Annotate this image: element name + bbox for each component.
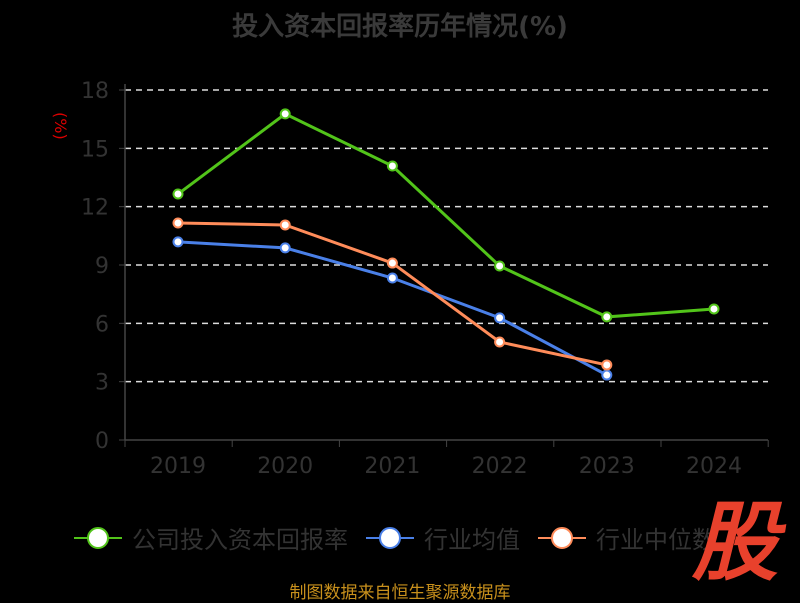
x-tick-label: 2019: [150, 454, 206, 479]
data-point: [172, 188, 184, 200]
data-point: [386, 160, 398, 172]
y-tick-label: 12: [81, 196, 109, 221]
x-tick-label: 2024: [686, 454, 742, 479]
y-tick-label: 18: [81, 79, 109, 104]
series-line-0: [177, 112, 715, 319]
legend-label: 行业中位数: [596, 526, 716, 554]
legend-label: 行业均值: [424, 526, 520, 554]
x-tick-label: 2021: [364, 454, 420, 479]
data-point: [172, 217, 184, 229]
chart-title: 投入资本回报率历年情况(%): [232, 12, 568, 42]
legend-item[interactable]: 行业中位数: [538, 520, 716, 555]
data-point: [279, 219, 291, 231]
data-point: [494, 336, 506, 348]
source-note: 制图数据来自恒生聚源数据库: [289, 583, 511, 603]
data-point: [386, 272, 398, 284]
legend-marker-icon: [538, 526, 586, 550]
legend-item[interactable]: 公司投入资本回报率: [74, 520, 348, 555]
x-tick-label: 2022: [472, 454, 528, 479]
data-point: [279, 242, 291, 254]
y-tick-label: 9: [95, 254, 109, 279]
data-point: [386, 257, 398, 269]
legend-item[interactable]: 行业均值: [366, 520, 520, 555]
legend-marker-icon: [366, 526, 414, 550]
legend: 公司投入资本回报率 行业均值 行业中位数: [74, 520, 716, 555]
legend-marker-icon: [74, 526, 122, 550]
y-tick-label: 0: [95, 429, 109, 454]
data-point: [601, 311, 613, 323]
x-tick-label: 2023: [579, 454, 635, 479]
data-point: [708, 303, 720, 315]
data-point: [601, 369, 613, 381]
y-tick-label: 15: [81, 137, 109, 162]
data-point: [172, 236, 184, 248]
y-tick-label: 6: [95, 312, 109, 337]
data-point: [601, 359, 613, 371]
data-point: [494, 312, 506, 324]
legend-label: 公司投入资本回报率: [132, 526, 348, 554]
x-tick-label: 2020: [257, 454, 313, 479]
data-point: [494, 260, 506, 272]
data-point: [279, 108, 291, 120]
y-tick-label: 3: [95, 371, 109, 396]
logo: 股: [692, 493, 778, 593]
